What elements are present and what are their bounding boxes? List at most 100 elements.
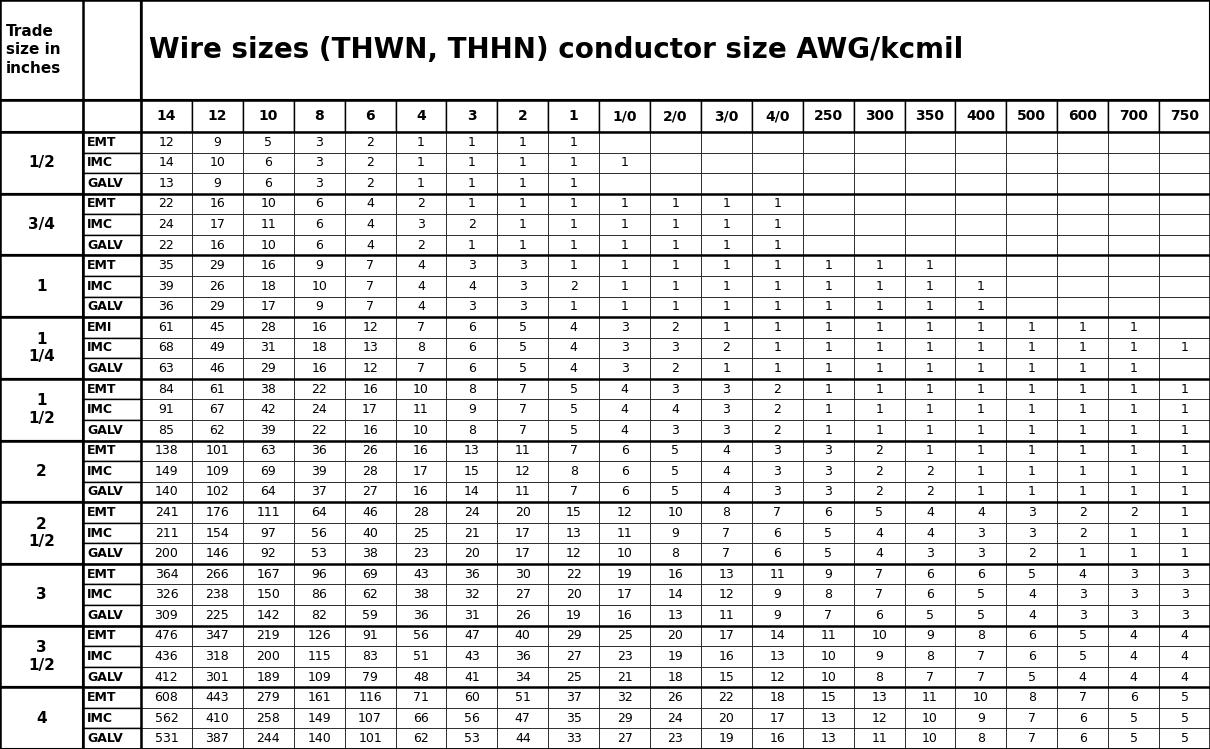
Text: 126: 126 — [307, 629, 332, 643]
Bar — [294, 358, 345, 379]
Text: 13: 13 — [566, 527, 582, 539]
Bar — [751, 584, 802, 605]
Bar — [599, 399, 650, 420]
Bar — [1058, 235, 1108, 255]
Text: 176: 176 — [206, 506, 229, 519]
Text: 27: 27 — [362, 485, 378, 498]
Text: 5: 5 — [1027, 568, 1036, 580]
Text: 1: 1 — [519, 218, 526, 231]
Text: 1: 1 — [672, 300, 680, 313]
Text: IMC: IMC — [87, 650, 113, 663]
Text: 1/0: 1/0 — [612, 109, 636, 123]
Bar — [1108, 379, 1159, 399]
Bar — [956, 729, 1007, 749]
Text: 364: 364 — [155, 568, 178, 580]
Text: 5: 5 — [672, 485, 680, 498]
Bar — [1058, 338, 1108, 358]
Bar — [83, 440, 142, 461]
Text: 10: 10 — [922, 712, 938, 724]
Text: 21: 21 — [617, 670, 633, 684]
Bar — [1159, 194, 1210, 214]
Bar — [854, 461, 905, 482]
Text: 1: 1 — [570, 300, 577, 313]
Bar — [497, 153, 548, 173]
Text: 4: 4 — [1181, 670, 1188, 684]
Text: EMT: EMT — [87, 506, 116, 519]
Bar — [192, 173, 243, 194]
Text: 1: 1 — [1181, 527, 1188, 539]
Bar — [1007, 297, 1058, 317]
Text: 109: 109 — [307, 670, 332, 684]
Text: 1: 1 — [1028, 321, 1036, 334]
Text: GALV: GALV — [87, 670, 122, 684]
Text: 16: 16 — [413, 485, 428, 498]
Text: 9: 9 — [824, 568, 832, 580]
Bar — [1007, 646, 1058, 667]
Text: 5: 5 — [519, 362, 526, 375]
Bar — [446, 132, 497, 153]
Text: 1: 1 — [1028, 383, 1036, 395]
Bar — [1159, 358, 1210, 379]
Text: 16: 16 — [362, 424, 378, 437]
Text: 1: 1 — [672, 198, 680, 210]
Bar — [192, 502, 243, 523]
Text: EMT: EMT — [87, 198, 116, 210]
Text: 16: 16 — [260, 259, 276, 272]
Bar — [802, 688, 854, 708]
Text: 1: 1 — [569, 109, 578, 123]
Text: 9: 9 — [672, 527, 680, 539]
Text: 4: 4 — [926, 506, 934, 519]
Text: GALV: GALV — [87, 239, 122, 252]
Text: 32: 32 — [617, 691, 633, 704]
Bar — [1007, 214, 1058, 235]
Text: 1: 1 — [1130, 403, 1137, 416]
Bar — [548, 482, 599, 502]
Text: 6: 6 — [1130, 691, 1137, 704]
Bar — [854, 194, 905, 214]
Text: 7: 7 — [722, 547, 731, 560]
Bar — [83, 338, 142, 358]
Bar — [1159, 543, 1210, 564]
Bar — [599, 235, 650, 255]
Bar — [1108, 420, 1159, 440]
Text: 39: 39 — [159, 279, 174, 293]
Text: 36: 36 — [311, 444, 327, 458]
Bar — [1007, 502, 1058, 523]
Bar — [192, 461, 243, 482]
Text: 20: 20 — [668, 629, 684, 643]
Bar — [1159, 708, 1210, 729]
Bar — [599, 584, 650, 605]
Bar — [751, 729, 802, 749]
Text: 4: 4 — [1028, 588, 1036, 601]
Bar — [599, 358, 650, 379]
Text: 1: 1 — [468, 136, 476, 149]
Text: 1: 1 — [672, 259, 680, 272]
Text: 2
1/2: 2 1/2 — [28, 517, 54, 549]
Text: 1: 1 — [976, 444, 985, 458]
Bar — [701, 502, 751, 523]
Bar — [650, 708, 701, 729]
Text: 4: 4 — [976, 506, 985, 519]
Text: 2: 2 — [773, 403, 782, 416]
Bar — [1058, 214, 1108, 235]
Text: 7: 7 — [367, 300, 374, 313]
Text: 189: 189 — [257, 670, 281, 684]
Bar — [83, 399, 142, 420]
Bar — [345, 100, 396, 132]
Bar — [854, 420, 905, 440]
Bar — [599, 173, 650, 194]
Text: 5: 5 — [570, 424, 577, 437]
Text: 1: 1 — [824, 342, 832, 354]
Bar — [83, 173, 142, 194]
Bar — [802, 153, 854, 173]
Bar — [345, 255, 396, 276]
Text: 1: 1 — [570, 259, 577, 272]
Text: 29: 29 — [260, 362, 276, 375]
Bar — [650, 194, 701, 214]
Text: 43: 43 — [463, 650, 479, 663]
Bar — [83, 564, 142, 584]
Bar — [548, 317, 599, 338]
Bar — [650, 461, 701, 482]
Bar — [294, 461, 345, 482]
Bar — [751, 214, 802, 235]
